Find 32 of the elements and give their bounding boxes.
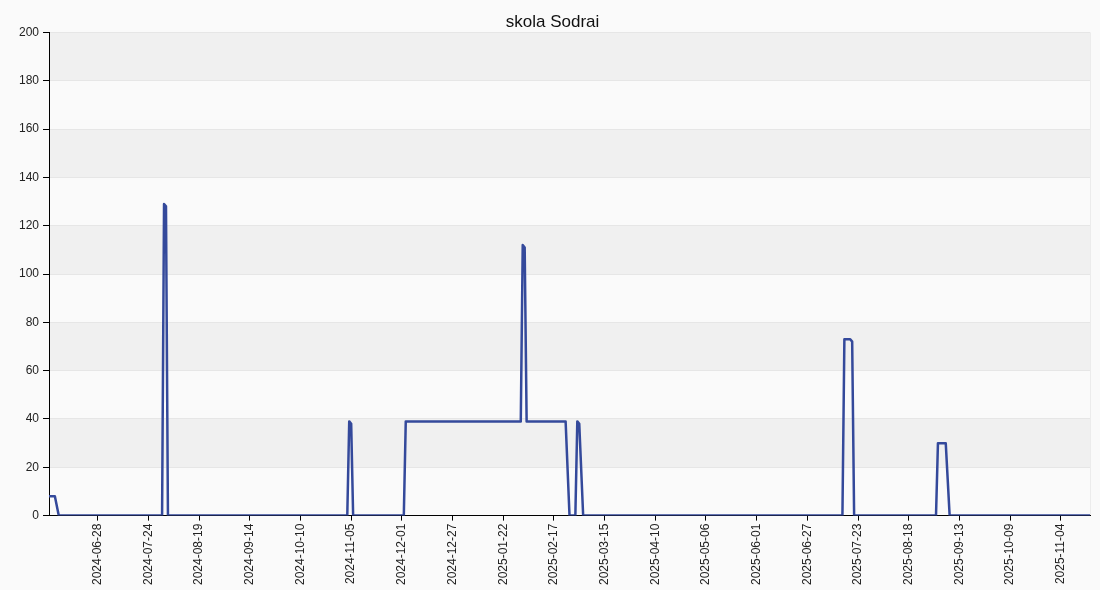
x-tick-label: 2025-09-13 — [951, 523, 966, 586]
x-tick-label: 2024-08-19 — [191, 523, 206, 586]
y-tick-label: 0 — [32, 507, 40, 522]
x-tick-label: 2024-09-14 — [242, 523, 257, 586]
x-tick-label: 2025-11-04 — [1053, 523, 1068, 585]
y-tick-label: 40 — [25, 411, 40, 426]
x-tick-label: 2024-12-27 — [444, 523, 459, 586]
x-tick-label: 2025-03-15 — [596, 523, 611, 586]
x-tick-label: 2025-02-17 — [546, 523, 561, 586]
x-tick-label: 2025-01-22 — [495, 523, 510, 586]
x-tick-label: 2024-07-24 — [140, 523, 155, 586]
x-tick-label: 2025-04-10 — [647, 523, 662, 586]
x-tick-label: 2025-05-06 — [698, 523, 713, 586]
y-tick-label: 180 — [18, 73, 40, 88]
y-tick-label: 200 — [18, 24, 40, 39]
y-tick-label: 160 — [18, 121, 40, 136]
y-tick-label: 60 — [25, 362, 40, 377]
x-tick-label: 2024-10-10 — [292, 523, 307, 586]
x-tick-label: 2024-12-01 — [394, 523, 409, 586]
chart-title: skola Sodrai — [505, 11, 600, 31]
x-tick-label: 2025-08-18 — [901, 523, 916, 586]
y-tick-label: 20 — [25, 459, 40, 474]
x-tick-label: 2025-06-27 — [799, 523, 814, 586]
y-tick-label: 120 — [18, 218, 40, 232]
y-tick-label: 100 — [18, 266, 40, 281]
x-tick-label: 2024-06-28 — [90, 523, 105, 586]
x-tick-label: 2025-10-09 — [1002, 523, 1017, 586]
y-tick-label: 140 — [18, 169, 40, 184]
x-tick-label: 2024-11-05 — [343, 523, 358, 585]
y-tick-label: 80 — [25, 314, 40, 329]
x-tick-label: 2025-07-23 — [850, 523, 865, 586]
x-tick-label: 2025-06-01 — [748, 523, 763, 586]
